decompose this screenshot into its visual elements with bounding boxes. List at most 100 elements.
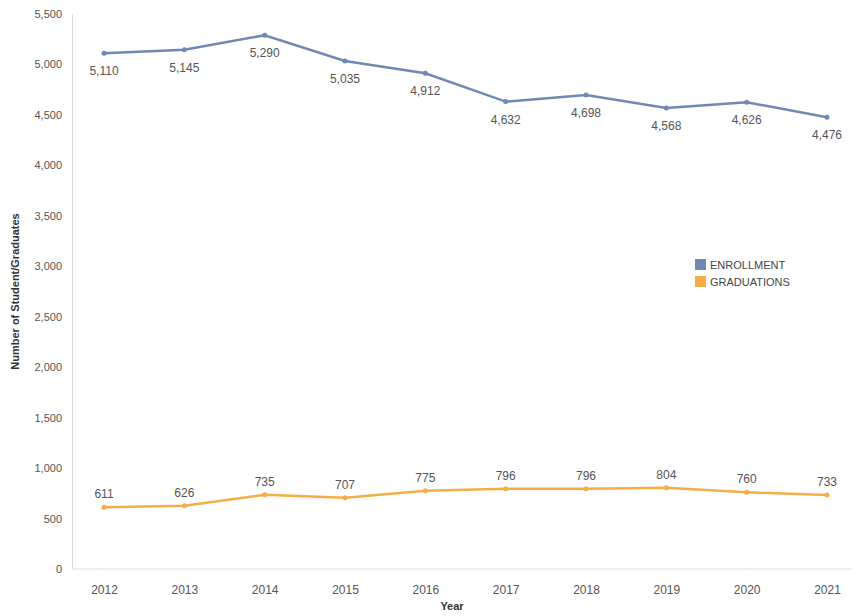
y-tick: 3,000 (34, 260, 72, 272)
series-line (104, 35, 827, 117)
x-tick-label: 2019 (653, 583, 680, 597)
y-tick-label: 1,000 (34, 462, 62, 474)
x-tick: 2017 (493, 569, 520, 597)
data-label: 775 (415, 471, 435, 485)
series-point (825, 115, 830, 120)
data-label: 4,912 (410, 84, 440, 98)
series-point (102, 505, 107, 510)
data-label: 5,145 (169, 61, 199, 75)
data-label: 735 (255, 475, 275, 489)
data-label: 4,476 (812, 128, 842, 142)
y-tick: 1,500 (34, 412, 72, 424)
y-tick: 3,500 (34, 210, 72, 222)
series-point (825, 493, 830, 498)
data-label: 4,568 (651, 119, 681, 133)
series-point (584, 486, 589, 491)
series-point (503, 99, 508, 104)
series-point (343, 58, 348, 63)
plot-area (102, 33, 830, 510)
data-labels: 5,110 5,145 5,290 5,035 4,912 4,632 4,698 4,568… (89, 46, 842, 501)
y-tick: 5,000 (34, 58, 72, 70)
y-tick: 0 (56, 563, 72, 575)
series-point (503, 486, 508, 491)
x-axis: 2012 2013 2014 2015 2016 2017 2018 2019 2020 2021 (72, 569, 852, 597)
data-label: 796 (496, 469, 516, 483)
series-point (744, 100, 749, 105)
x-tick-label: 2018 (573, 583, 600, 597)
series-point (423, 71, 428, 76)
y-tick-label: 4,000 (34, 159, 62, 171)
data-label: 796 (576, 469, 596, 483)
y-tick: 500 (44, 513, 72, 525)
y-tick-label: 3,000 (34, 260, 62, 272)
x-axis-title: Year (440, 600, 464, 612)
series-point (182, 503, 187, 508)
x-tick-label: 2017 (493, 583, 520, 597)
data-label: 5,110 (89, 64, 118, 78)
x-tick: 2021 (814, 569, 841, 597)
series-line (104, 488, 827, 507)
x-tick: 2014 (252, 569, 279, 597)
data-label: 733 (817, 475, 837, 489)
y-tick-label: 4,500 (34, 109, 62, 121)
x-tick: 2019 (653, 569, 680, 597)
x-tick-label: 2020 (734, 583, 761, 597)
data-label: 5,035 (330, 72, 360, 86)
y-tick-label: 2,500 (34, 311, 62, 323)
data-label: 611 (94, 487, 113, 501)
y-tick-label: 3,500 (34, 210, 62, 222)
x-axis-line (72, 569, 852, 570)
y-tick-label: 5,500 (34, 8, 62, 20)
y-tick-label: 1,500 (34, 412, 62, 424)
data-label: 4,626 (732, 113, 762, 127)
x-tick: 2016 (412, 569, 439, 597)
data-label: 5,290 (250, 46, 280, 60)
series-point (262, 33, 267, 38)
y-tick: 2,500 (34, 311, 72, 323)
series-point (262, 492, 267, 497)
x-tick-label: 2014 (252, 583, 279, 597)
y-tick-label: 0 (56, 563, 62, 575)
x-tick: 2015 (332, 569, 359, 597)
x-tick: 2018 (573, 569, 600, 597)
y-tick-label: 500 (44, 513, 62, 525)
legend-swatch (695, 276, 706, 287)
series-point (102, 51, 107, 56)
series-point (423, 488, 428, 493)
y-tick-label: 2,000 (34, 361, 62, 373)
series-point (182, 47, 187, 52)
data-label: 804 (656, 468, 676, 482)
y-axis-title: Number of Student/Graduates (9, 213, 21, 369)
data-label: 626 (174, 486, 194, 500)
series-point (664, 485, 669, 490)
x-tick: 2012 (91, 569, 118, 597)
y-tick: 4,000 (34, 159, 72, 171)
y-tick: 1,000 (34, 462, 72, 474)
x-tick-label: 2013 (171, 583, 198, 597)
legend-label: ENROLLMENT (710, 259, 785, 271)
series-point (664, 106, 669, 111)
legend: ENROLLMENT GRADUATIONS (695, 259, 790, 288)
y-tick: 2,000 (34, 361, 72, 373)
data-label: 760 (737, 472, 757, 486)
x-tick-label: 2015 (332, 583, 359, 597)
chart: 0 500 1,000 1,500 2,000 2,500 3,000 3,500 4,000 4… (0, 0, 861, 616)
y-axis-line (72, 15, 73, 570)
x-tick: 2020 (734, 569, 761, 597)
series-point (343, 495, 348, 500)
y-tick: 5,500 (34, 8, 72, 20)
data-label: 707 (335, 478, 355, 492)
legend-label: GRADUATIONS (710, 276, 790, 288)
x-tick: 2013 (171, 569, 198, 597)
legend-swatch (695, 259, 706, 270)
y-axis: 0 500 1,000 1,500 2,000 2,500 3,000 3,500 4,000 4… (34, 8, 72, 575)
series-point (744, 490, 749, 495)
y-tick-label: 5,000 (34, 58, 62, 70)
y-tick: 4,500 (34, 109, 72, 121)
x-tick-label: 2012 (91, 583, 118, 597)
x-tick-label: 2021 (814, 583, 841, 597)
data-label: 4,632 (491, 113, 521, 127)
series-point (584, 92, 589, 97)
x-tick-label: 2016 (412, 583, 439, 597)
data-label: 4,698 (571, 106, 601, 120)
